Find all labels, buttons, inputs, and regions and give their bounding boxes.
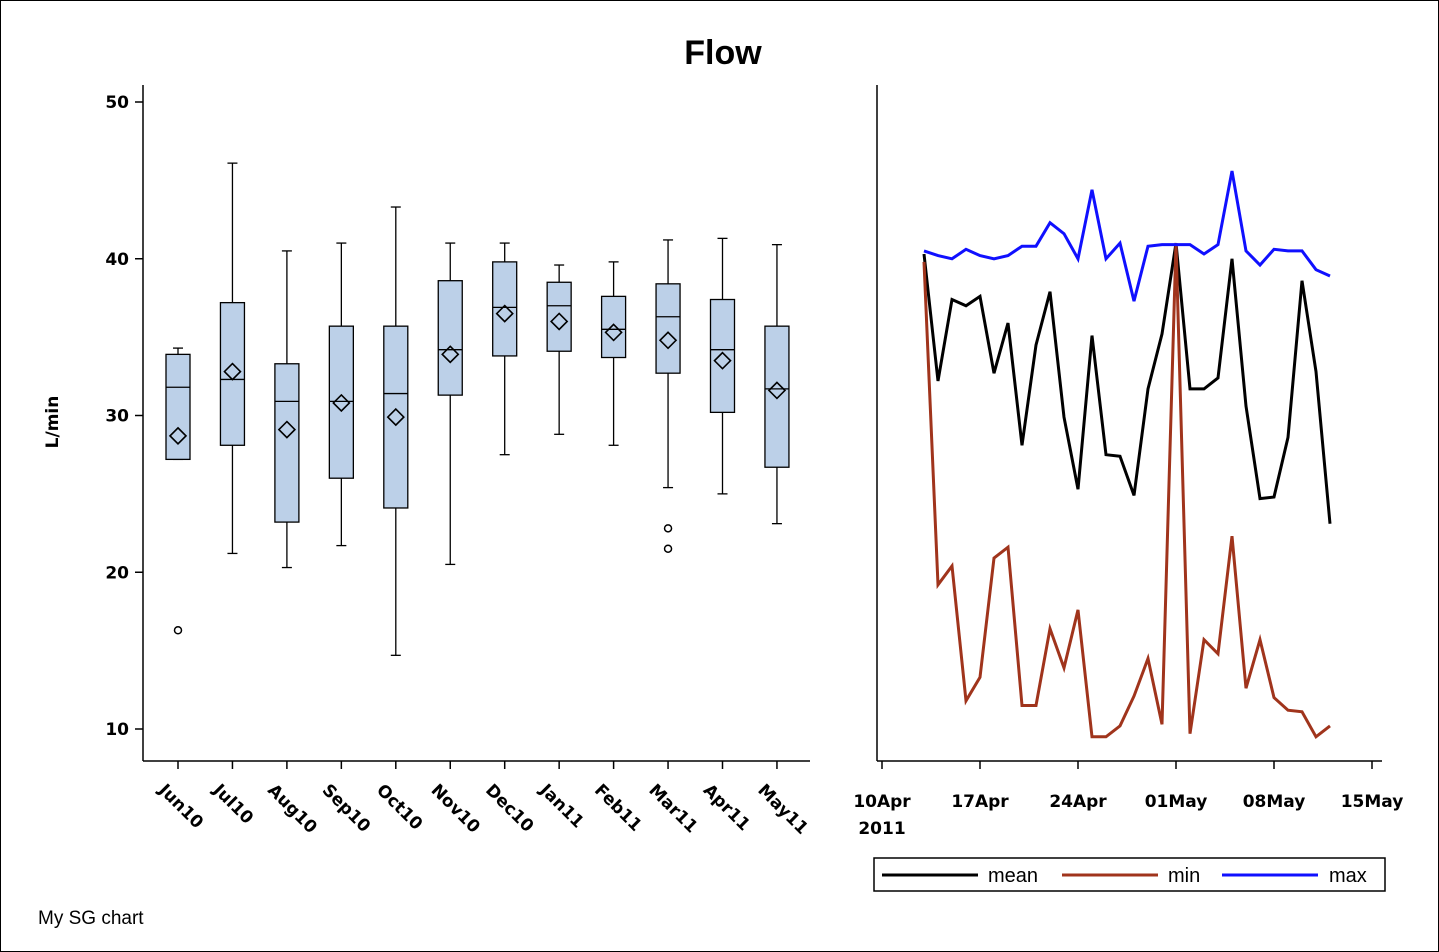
- x-tick-sublabel: 2011: [858, 819, 905, 839]
- x-tick-label: Jul10: [208, 780, 257, 829]
- line-chart-series: [922, 170, 1332, 740]
- y-tick-label: 30: [105, 407, 129, 427]
- mean-marker: [495, 304, 514, 323]
- outlier-point: [663, 544, 673, 553]
- y-tick-label: 40: [105, 250, 129, 270]
- mean-marker: [332, 393, 351, 413]
- x-tick-label: Mar11: [645, 780, 702, 837]
- mean-marker: [441, 345, 460, 364]
- series-line-mean: [922, 242, 1332, 524]
- outlier-point: [663, 524, 673, 533]
- x-tick-label: Aug10: [263, 780, 320, 837]
- box-iqr: [492, 261, 518, 357]
- mean-marker: [604, 323, 623, 342]
- x-tick-label: Nov10: [427, 780, 484, 837]
- mean-marker: [168, 426, 188, 446]
- box-plot-marks: [165, 162, 790, 656]
- x-tick-label: 08May: [1243, 792, 1306, 812]
- mean-marker: [658, 331, 678, 350]
- box-iqr: [274, 363, 300, 523]
- line-chart-panel: 10Apr 2011 17Apr 24Apr 01May 08May 15May: [853, 85, 1403, 839]
- chart-title: Flow: [684, 34, 762, 72]
- box-iqr: [655, 283, 681, 374]
- y-tick-label: 10: [105, 720, 129, 740]
- legend-label-max: max: [1329, 865, 1367, 887]
- box-iqr: [219, 301, 246, 446]
- y-tick-label: 20: [105, 563, 129, 583]
- mean-marker: [713, 351, 732, 370]
- y-tick-label: 50: [105, 93, 129, 113]
- box-iqr: [709, 298, 736, 414]
- legend-label-mean: mean: [988, 865, 1038, 887]
- x-tick-label: Sep10: [318, 780, 374, 836]
- x-tick-label: 15May: [1341, 792, 1404, 812]
- x-tick-label: Dec10: [481, 780, 537, 836]
- mean-marker: [550, 312, 569, 331]
- series-line-max: [923, 170, 1331, 302]
- box-iqr: [764, 325, 790, 468]
- box-iqr: [546, 281, 572, 352]
- legend: mean min max: [873, 857, 1386, 892]
- x-tick-label: Oct10: [372, 780, 426, 834]
- x-tick-label: 24Apr: [1049, 792, 1107, 812]
- x-tick-label: Apr11: [699, 780, 754, 835]
- mean-marker: [386, 407, 405, 427]
- y-axis-label: L/min: [43, 396, 63, 449]
- x-tick-label: Jan11: [535, 780, 588, 833]
- outlier-point: [173, 625, 183, 635]
- legend-label-min: min: [1168, 865, 1200, 887]
- line-chart-axes: 10Apr 2011 17Apr 24Apr 01May 08May 15May: [853, 85, 1403, 839]
- box-iqr: [328, 325, 355, 479]
- series-line-min: [922, 243, 1331, 740]
- x-tick-label: 17Apr: [951, 792, 1009, 812]
- box-iqr: [600, 295, 627, 359]
- x-tick-label: Jun10: [154, 780, 207, 833]
- box-iqr: [165, 353, 191, 461]
- x-tick-label: Feb11: [590, 780, 645, 835]
- x-tick-label: May11: [753, 780, 811, 838]
- box-iqr: [437, 280, 463, 396]
- mean-marker: [277, 420, 297, 439]
- mean-marker: [223, 362, 242, 381]
- mean-marker: [767, 381, 787, 400]
- footnote: My SG chart: [38, 908, 144, 929]
- x-tick-label: 01May: [1145, 792, 1208, 812]
- x-tick-label: 10Apr: [853, 792, 911, 812]
